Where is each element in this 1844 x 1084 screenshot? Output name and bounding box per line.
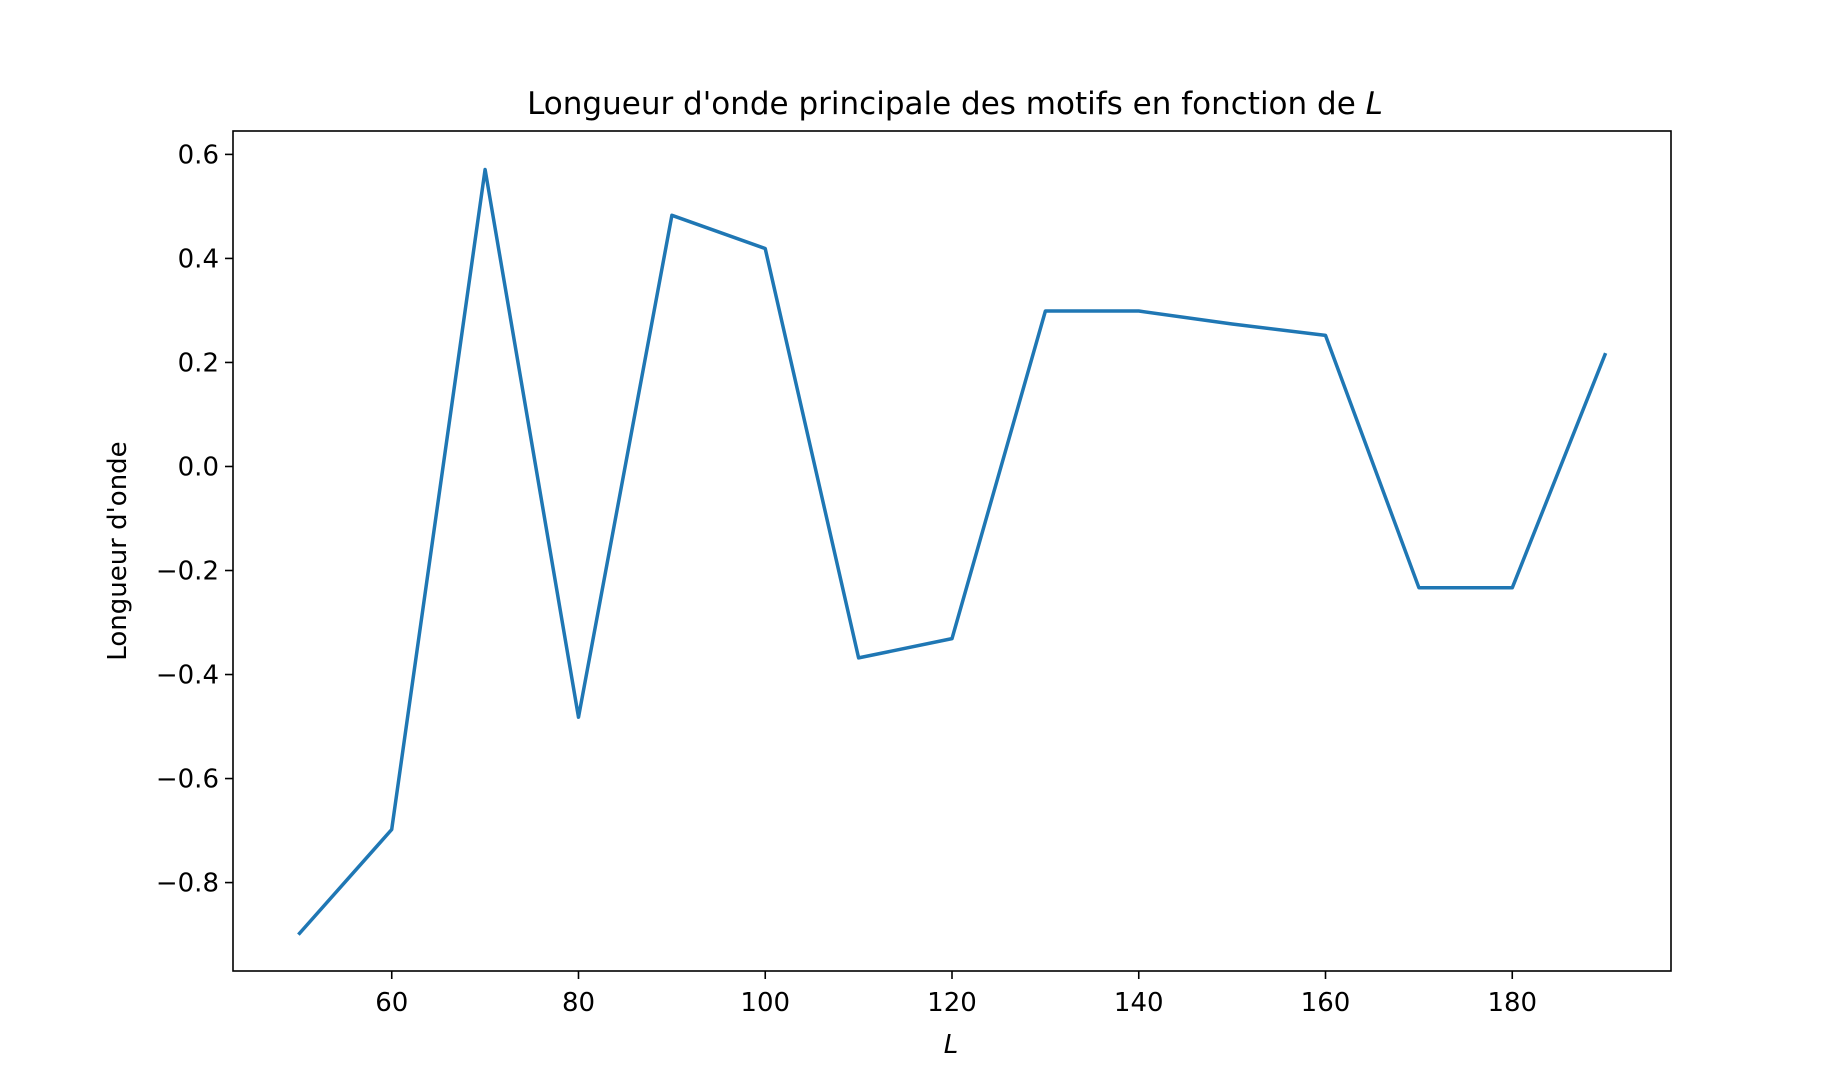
- x-tick-label: 100: [740, 988, 790, 1018]
- x-axis-label: L: [944, 1030, 959, 1060]
- x-axis: 60 80 100 120 140 160 180: [375, 971, 1537, 1018]
- y-tick-label: 0.2: [178, 348, 219, 378]
- chart-title-text: Longueur d'onde principale des motifs en…: [527, 86, 1366, 122]
- y-tick-label: −0.2: [156, 557, 219, 587]
- y-tick-label: −0.8: [156, 869, 219, 899]
- x-tick-label: 60: [375, 988, 408, 1018]
- y-axis: −0.8 −0.6 −0.4 −0.2 0.0 0.2 0.4 0.6: [156, 140, 233, 899]
- y-tick-label: −0.4: [156, 661, 219, 691]
- y-tick-label: −0.6: [156, 765, 219, 795]
- chart-title-symbol: L: [1366, 86, 1383, 122]
- x-tick-label: 140: [1114, 988, 1164, 1018]
- series-line: [297, 167, 1608, 936]
- y-tick-label: 0.0: [178, 452, 219, 482]
- x-tick-label: 180: [1487, 988, 1537, 1018]
- x-tick-label: 160: [1301, 988, 1351, 1018]
- y-tick-label: 0.6: [178, 140, 219, 170]
- x-tick-label: 80: [562, 988, 595, 1018]
- y-tick-label: 0.4: [178, 244, 219, 274]
- y-axis-label: Longueur d'onde: [103, 441, 133, 660]
- chart-title: Longueur d'onde principale des motifs en…: [527, 86, 1383, 122]
- x-tick-label: 120: [927, 988, 977, 1018]
